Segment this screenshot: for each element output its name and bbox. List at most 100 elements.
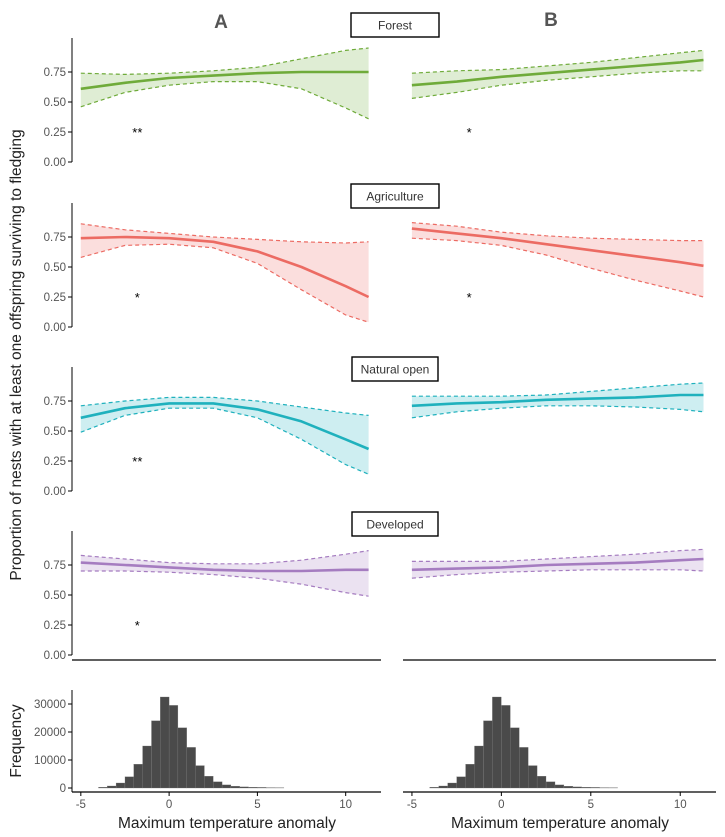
confidence-band-developed-a	[80, 550, 369, 597]
confidence-band-agriculture-b	[411, 222, 704, 297]
facet-strip-label-agriculture: Agriculture	[366, 190, 424, 204]
histogram-bar-a	[142, 745, 152, 789]
significance-marker-agriculture-a: *	[135, 290, 140, 305]
facet-strip-developed	[351, 511, 439, 537]
y-tick-label-developed-a: 0.00	[44, 650, 66, 662]
significance-marker-agriculture-b: *	[467, 290, 472, 305]
fit-line-natural-open-a	[80, 402, 370, 451]
x-axis-title-b: Maximum temperature anomaly	[451, 815, 669, 832]
panel-label-b: B	[544, 10, 558, 31]
histogram-bar-a	[204, 776, 214, 789]
x-tick-label-histogram-b: 5	[588, 799, 594, 811]
histogram-bar-b	[438, 785, 448, 789]
significance-marker-developed-a: *	[135, 618, 140, 633]
facet-strip-forest	[350, 12, 440, 38]
x-tick-label-histogram-a: -5	[76, 799, 86, 811]
upper-bound-line-natural-open-a	[80, 396, 369, 416]
lower-bound-line-agriculture-b	[411, 237, 704, 298]
y-tick-label-forest-a: 0.50	[44, 97, 66, 109]
y-tick-label-forest-a: 0.75	[44, 67, 66, 79]
histogram-bar-b	[581, 787, 591, 789]
histogram-bar-a	[115, 782, 126, 789]
lower-bound-line-forest-b	[411, 70, 704, 99]
panel-label-a: A	[214, 12, 228, 33]
histogram-bar-a	[107, 785, 117, 789]
histogram-bar-b	[528, 765, 538, 789]
facet-strip-natural-open	[351, 356, 439, 382]
histogram-bar-b	[456, 776, 466, 789]
fit-line-forest-a	[80, 70, 369, 91]
histogram-bar-b	[572, 786, 582, 789]
histogram-bar-b	[474, 745, 484, 789]
confidence-band-forest-a	[80, 48, 369, 119]
y-axis-title: Proportion of nests with at least one of…	[8, 129, 25, 580]
facet-strip-label-developed: Developed	[366, 518, 423, 532]
histogram-y-axis-title: Frequency	[8, 704, 25, 777]
histogram-bar-b	[545, 781, 556, 789]
y-tick-label-forest-a: 0.25	[44, 127, 66, 139]
y-tick-label-natural-open-a: 0.50	[44, 426, 66, 438]
x-tick-label-histogram-b: 0	[498, 799, 504, 811]
histogram-bar-a	[248, 787, 258, 789]
facet-strip-label-forest: Forest	[378, 19, 413, 33]
histogram-bar-a	[186, 747, 196, 789]
histogram-bar-b	[429, 787, 439, 789]
fit-line-natural-open-b	[411, 393, 704, 408]
histogram-bar-b	[519, 747, 529, 789]
histogram-bar-a	[239, 786, 249, 789]
significance-marker-forest-b: *	[467, 125, 472, 140]
y-tick-label-natural-open-a: 0.75	[44, 396, 66, 408]
significance-marker-natural-open-a: **	[132, 454, 142, 469]
histogram-bar-b	[590, 787, 600, 789]
histogram-bar-a	[168, 705, 179, 789]
upper-bound-line-agriculture-b	[411, 222, 704, 242]
upper-bound-line-natural-open-b	[411, 382, 704, 397]
upper-bound-line-forest-b	[411, 49, 704, 74]
histogram-bar-b	[492, 696, 502, 789]
histogram-bar-b	[563, 786, 574, 789]
y-tick-label-histogram-a: 10000	[34, 755, 66, 767]
upper-bound-line-agriculture-a	[80, 223, 369, 244]
histogram-bar-a	[230, 786, 240, 789]
y-tick-label-natural-open-a: 0.25	[44, 456, 66, 468]
significance-marker-forest-a: **	[132, 125, 142, 140]
x-tick-label-histogram-a: 10	[339, 799, 352, 811]
lower-bound-line-natural-open-b	[411, 405, 704, 419]
y-tick-label-agriculture-a: 0.00	[44, 322, 66, 334]
histogram-bar-a	[195, 765, 205, 789]
y-tick-label-histogram-a: 0	[60, 783, 66, 795]
x-tick-label-histogram-b: 10	[674, 799, 687, 811]
y-tick-label-histogram-a: 30000	[34, 699, 66, 711]
confidence-band-forest-b	[411, 50, 704, 99]
facet-strip-label-natural-open: Natural open	[361, 363, 430, 377]
y-tick-label-forest-a: 0.00	[44, 157, 66, 169]
histogram-bar-b	[501, 705, 511, 789]
lower-bound-line-forest-a	[80, 80, 369, 120]
x-tick-label-histogram-b: -5	[407, 799, 417, 811]
histogram-bar-b	[447, 782, 457, 789]
lower-bound-line-developed-b	[411, 569, 704, 579]
fit-line-agriculture-a	[80, 235, 370, 299]
y-tick-label-agriculture-a: 0.25	[44, 292, 66, 304]
y-tick-label-agriculture-a: 0.50	[44, 262, 66, 274]
y-tick-label-agriculture-a: 0.75	[44, 232, 66, 244]
y-tick-label-developed-a: 0.50	[44, 590, 66, 602]
lower-bound-line-developed-a	[80, 570, 369, 597]
upper-bound-line-developed-b	[411, 548, 704, 563]
y-tick-label-natural-open-a: 0.00	[44, 486, 66, 498]
lower-bound-line-agriculture-a	[80, 243, 369, 323]
histogram-bar-b	[510, 727, 520, 789]
histogram-bar-b	[483, 720, 493, 789]
y-tick-label-developed-a: 0.25	[44, 620, 66, 632]
histogram-bar-a	[124, 776, 134, 789]
facet-strip-agriculture	[350, 183, 440, 209]
histogram-bar-a	[221, 784, 232, 789]
histogram-bar-b	[465, 764, 475, 789]
histogram-bar-a	[133, 764, 143, 789]
x-axis-title-a: Maximum temperature anomaly	[118, 815, 336, 832]
upper-bound-line-developed-a	[80, 550, 369, 565]
histogram-bar-a	[98, 787, 108, 789]
fit-line-developed-a	[80, 561, 369, 573]
fit-line-developed-b	[411, 557, 704, 572]
